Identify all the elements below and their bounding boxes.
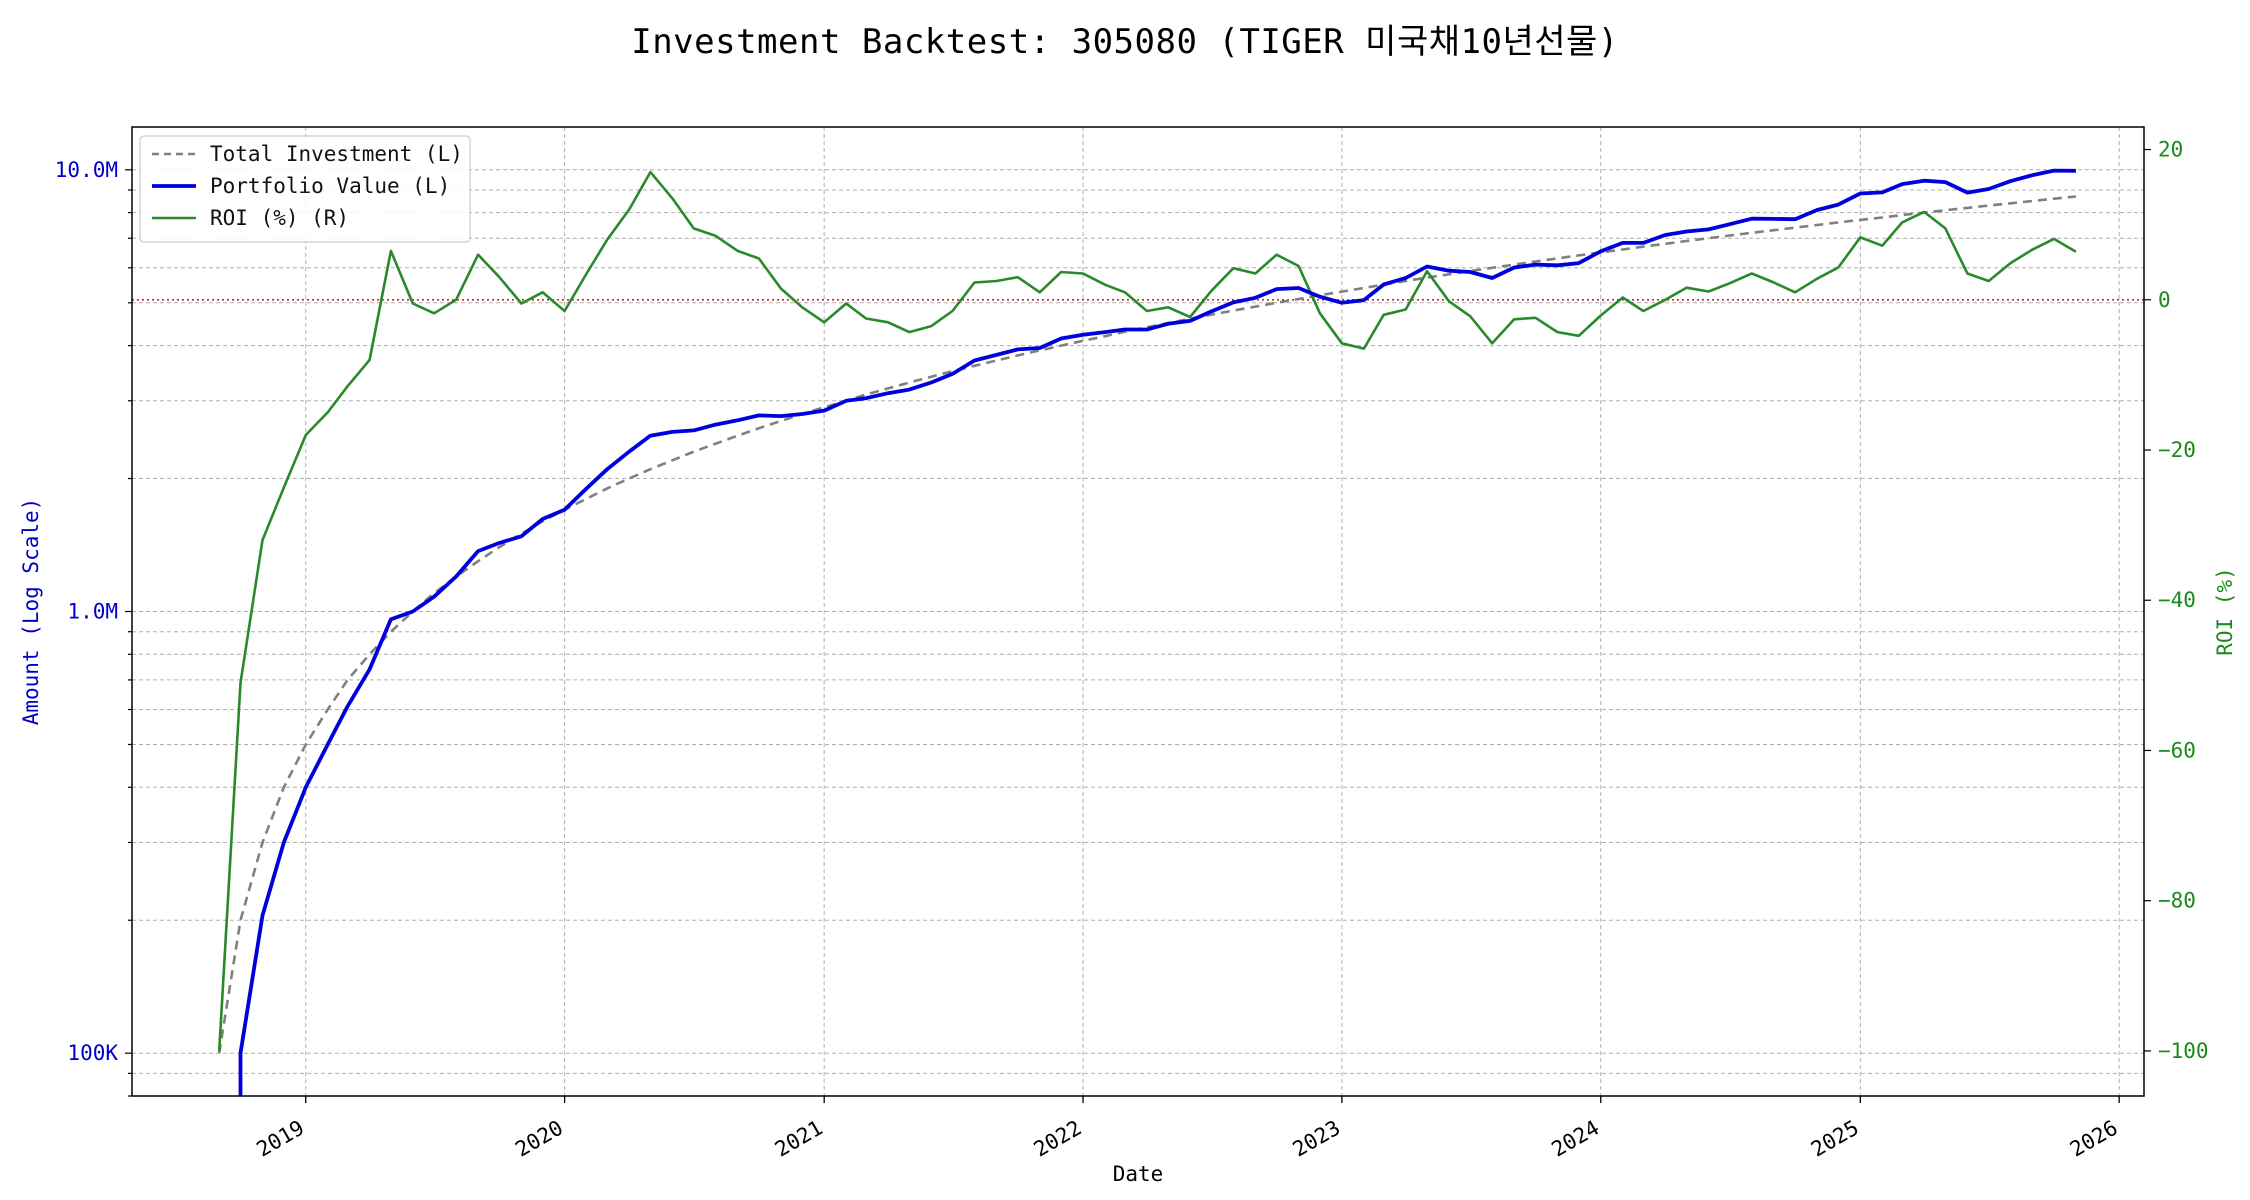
y-axis-label-right: ROI (%) (2213, 567, 2237, 656)
series-layer (217, 168, 2077, 1096)
series-line-roi (217, 170, 2077, 1051)
x-tick-label: 2021 (771, 1116, 827, 1162)
y-right-tick-label: 0 (2158, 288, 2171, 312)
legend-items: Total Investment (L) Portfolio Value (L) R… (152, 142, 463, 230)
x-tick-label: 2019 (252, 1116, 308, 1162)
legend-box (139, 135, 471, 243)
x-tick-label: 2020 (511, 1116, 567, 1162)
y-right-tick-label: 20 (2158, 138, 2183, 162)
y-right-tick-label: −60 (2158, 738, 2196, 762)
y-left-tick-label: 1.0M (67, 600, 118, 624)
y-left-tick-label: 100K (67, 1041, 118, 1065)
x-tick-label: 2025 (1807, 1116, 1863, 1162)
legend-label-roi: ROI (%) (R) (210, 206, 349, 230)
y-axis-label-left: Amount (Log Scale) (19, 498, 43, 726)
x-tick-label: 2023 (1289, 1116, 1345, 1162)
x-tick-label: 2026 (2066, 1116, 2122, 1162)
x-axis-label: Date (1113, 1162, 1164, 1186)
series-line-total-investment (217, 195, 2077, 1054)
y-left-tick-label: 10.0M (55, 158, 118, 182)
x-tick-label: 2022 (1030, 1116, 1086, 1162)
y-right-tick-label: −20 (2158, 438, 2196, 462)
legend-label-total-investment: Total Investment (L) (210, 142, 463, 166)
series-line-portfolio-value (238, 168, 2076, 1096)
grid-layer (132, 127, 2144, 1097)
y-right-tick-label: −100 (2158, 1039, 2209, 1063)
legend-label-portfolio-value: Portfolio Value (L) (210, 174, 450, 198)
y-right-tick-label: −40 (2158, 588, 2196, 612)
chart-title: Investment Backtest: 305080 (TIGER 미국채10… (631, 22, 1619, 62)
legend: Total Investment (L) Portfolio Value (L) R… (139, 135, 471, 243)
x-tick-label: 2024 (1547, 1116, 1603, 1162)
y-right-tick-label: −80 (2158, 889, 2196, 913)
